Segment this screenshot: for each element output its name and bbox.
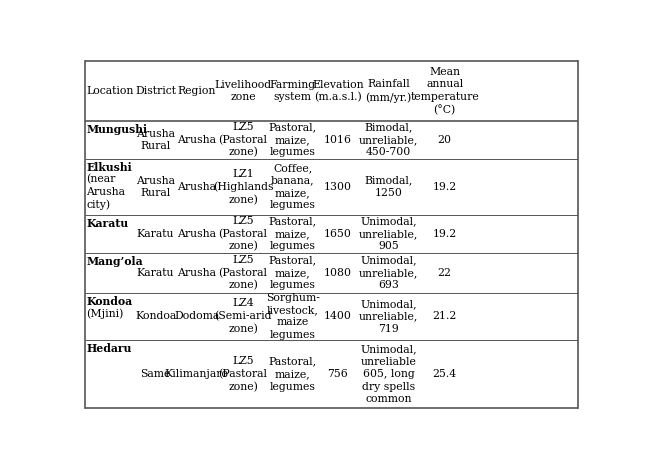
Text: Kilimanjaro: Kilimanjaro bbox=[165, 369, 228, 379]
Text: Dodoma: Dodoma bbox=[174, 311, 219, 321]
Text: Region: Region bbox=[177, 86, 216, 96]
Text: Pastoral,
maize,
legumes: Pastoral, maize, legumes bbox=[269, 255, 317, 290]
Text: Livelihood
zone: Livelihood zone bbox=[215, 80, 272, 102]
Text: 20: 20 bbox=[437, 135, 452, 145]
Text: LZ5
(Pastoral
zone): LZ5 (Pastoral zone) bbox=[219, 255, 268, 291]
Text: Elevation
(m.a.s.l.): Elevation (m.a.s.l.) bbox=[312, 80, 364, 102]
Text: District: District bbox=[135, 86, 176, 96]
Text: Pastoral,
maize,
legumes: Pastoral, maize, legumes bbox=[269, 357, 317, 392]
Text: 25.4: 25.4 bbox=[433, 369, 457, 379]
Text: Karatu: Karatu bbox=[137, 229, 174, 239]
Text: Karatu: Karatu bbox=[87, 218, 129, 229]
Text: Bimodal,
unreliable,
450-700: Bimodal, unreliable, 450-700 bbox=[359, 122, 418, 157]
Text: Sorghum-
livestock,
maize
legumes: Sorghum- livestock, maize legumes bbox=[266, 292, 320, 340]
Text: Rainfall
(mm/yr.): Rainfall (mm/yr.) bbox=[366, 80, 411, 103]
Text: LZ5
(Pastoral
zone): LZ5 (Pastoral zone) bbox=[219, 122, 268, 158]
Text: Same: Same bbox=[140, 369, 171, 379]
Text: Elkushi: Elkushi bbox=[87, 162, 132, 173]
Text: Arusha
Rural: Arusha Rural bbox=[136, 129, 175, 151]
Text: Pastoral,
maize,
legumes: Pastoral, maize, legumes bbox=[269, 217, 317, 251]
Text: Farming
system: Farming system bbox=[270, 80, 316, 102]
Text: 756: 756 bbox=[327, 369, 348, 379]
Text: Hedaru: Hedaru bbox=[87, 343, 132, 353]
Text: Location: Location bbox=[86, 86, 134, 96]
Text: 19.2: 19.2 bbox=[433, 229, 457, 239]
Text: Arusha: Arusha bbox=[177, 182, 216, 192]
Text: Arusha: Arusha bbox=[177, 135, 216, 145]
Text: 21.2: 21.2 bbox=[432, 311, 457, 321]
Text: Mean
annual
temperature
(°C): Mean annual temperature (°C) bbox=[410, 67, 479, 115]
Text: 1400: 1400 bbox=[324, 311, 352, 321]
Text: Kondoa: Kondoa bbox=[87, 296, 133, 306]
Text: Unimodal,
unreliable,
719: Unimodal, unreliable, 719 bbox=[359, 299, 418, 333]
Text: Karatu: Karatu bbox=[137, 268, 174, 278]
Text: Unimodal,
unreliable,
905: Unimodal, unreliable, 905 bbox=[359, 217, 418, 251]
Text: 1016: 1016 bbox=[324, 135, 352, 145]
Text: 1300: 1300 bbox=[324, 182, 352, 192]
Text: Arusha: Arusha bbox=[177, 229, 216, 239]
Text: Pastoral,
maize,
legumes: Pastoral, maize, legumes bbox=[269, 122, 317, 157]
Text: Mungushi: Mungushi bbox=[87, 124, 148, 135]
Text: LZ1
(Highlands
zone): LZ1 (Highlands zone) bbox=[213, 169, 273, 205]
Text: Kondoa: Kondoa bbox=[135, 311, 176, 321]
Text: Arusha: Arusha bbox=[177, 268, 216, 278]
Text: LZ5
(Pastoral
zone): LZ5 (Pastoral zone) bbox=[219, 216, 268, 252]
Text: Unimodal,
unreliable,
693: Unimodal, unreliable, 693 bbox=[359, 255, 418, 290]
Text: 22: 22 bbox=[437, 268, 452, 278]
Text: Mang’ola: Mang’ola bbox=[87, 256, 143, 267]
Text: Arusha
Rural: Arusha Rural bbox=[136, 176, 175, 198]
Text: Unimodal,
unreliable
605, long
dry spells
common: Unimodal, unreliable 605, long dry spell… bbox=[360, 344, 417, 404]
Text: LZ5
(Pastoral
zone): LZ5 (Pastoral zone) bbox=[219, 356, 268, 392]
Text: LZ4
(Semi-arid
zone): LZ4 (Semi-arid zone) bbox=[214, 299, 272, 334]
Text: Bimodal,
1250: Bimodal, 1250 bbox=[364, 176, 413, 198]
Text: 1080: 1080 bbox=[324, 268, 352, 278]
Text: 19.2: 19.2 bbox=[433, 182, 457, 192]
Text: 1650: 1650 bbox=[324, 229, 352, 239]
Text: (Mjini): (Mjini) bbox=[87, 296, 124, 319]
Text: (near
Arusha
city): (near Arusha city) bbox=[87, 162, 126, 210]
Text: Coffee,
banana,
maize,
legumes: Coffee, banana, maize, legumes bbox=[270, 163, 316, 211]
